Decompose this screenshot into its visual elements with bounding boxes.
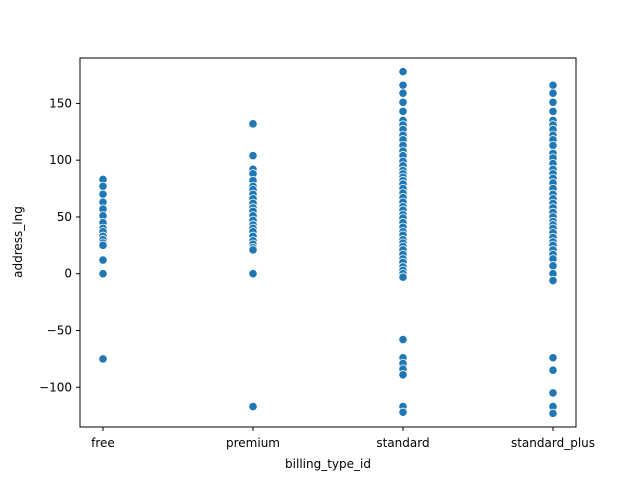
data-points <box>98 67 558 418</box>
data-point <box>548 353 558 363</box>
data-point <box>248 119 258 129</box>
data-point <box>98 181 108 191</box>
data-point <box>248 151 258 161</box>
data-point <box>548 388 558 398</box>
data-point <box>98 354 108 364</box>
data-point <box>548 365 558 375</box>
data-point <box>248 245 258 255</box>
data-point <box>248 401 258 412</box>
data-point <box>548 261 558 271</box>
data-point <box>548 275 558 286</box>
x-axis: free premium standard standard_plus <box>91 427 595 450</box>
x-tick-label: free <box>91 436 115 450</box>
data-point <box>248 269 258 279</box>
data-point <box>98 240 108 250</box>
y-axis: −100 −50 0 50 100 150 <box>39 96 80 394</box>
y-tick-label: 0 <box>64 267 72 281</box>
y-tick-label: 100 <box>49 153 72 167</box>
data-point <box>398 80 408 90</box>
y-tick-label: −50 <box>47 323 72 337</box>
x-axis-title: billing_type_id <box>285 457 371 471</box>
data-point <box>398 106 408 116</box>
data-point <box>548 408 558 418</box>
y-axis-title: address_lng <box>11 206 25 278</box>
plot-frame <box>79 57 577 428</box>
data-point <box>98 189 108 199</box>
data-point <box>398 272 408 282</box>
x-tick-label: standard_plus <box>511 436 595 450</box>
data-point <box>548 80 558 90</box>
data-point <box>548 88 558 98</box>
data-point <box>98 269 108 279</box>
data-point <box>98 255 108 265</box>
data-point <box>398 67 408 77</box>
y-tick-label: 50 <box>57 210 72 224</box>
y-tick-label: 150 <box>49 96 72 110</box>
data-point <box>398 334 408 345</box>
data-point <box>548 140 558 151</box>
y-tick-label: −100 <box>39 380 72 394</box>
data-point <box>548 97 558 107</box>
x-tick-label: premium <box>226 436 280 450</box>
data-point <box>398 370 408 380</box>
data-point <box>398 88 408 98</box>
data-point <box>398 407 408 417</box>
data-point <box>398 97 408 107</box>
data-point <box>548 106 558 116</box>
x-tick-label: standard <box>376 436 429 450</box>
